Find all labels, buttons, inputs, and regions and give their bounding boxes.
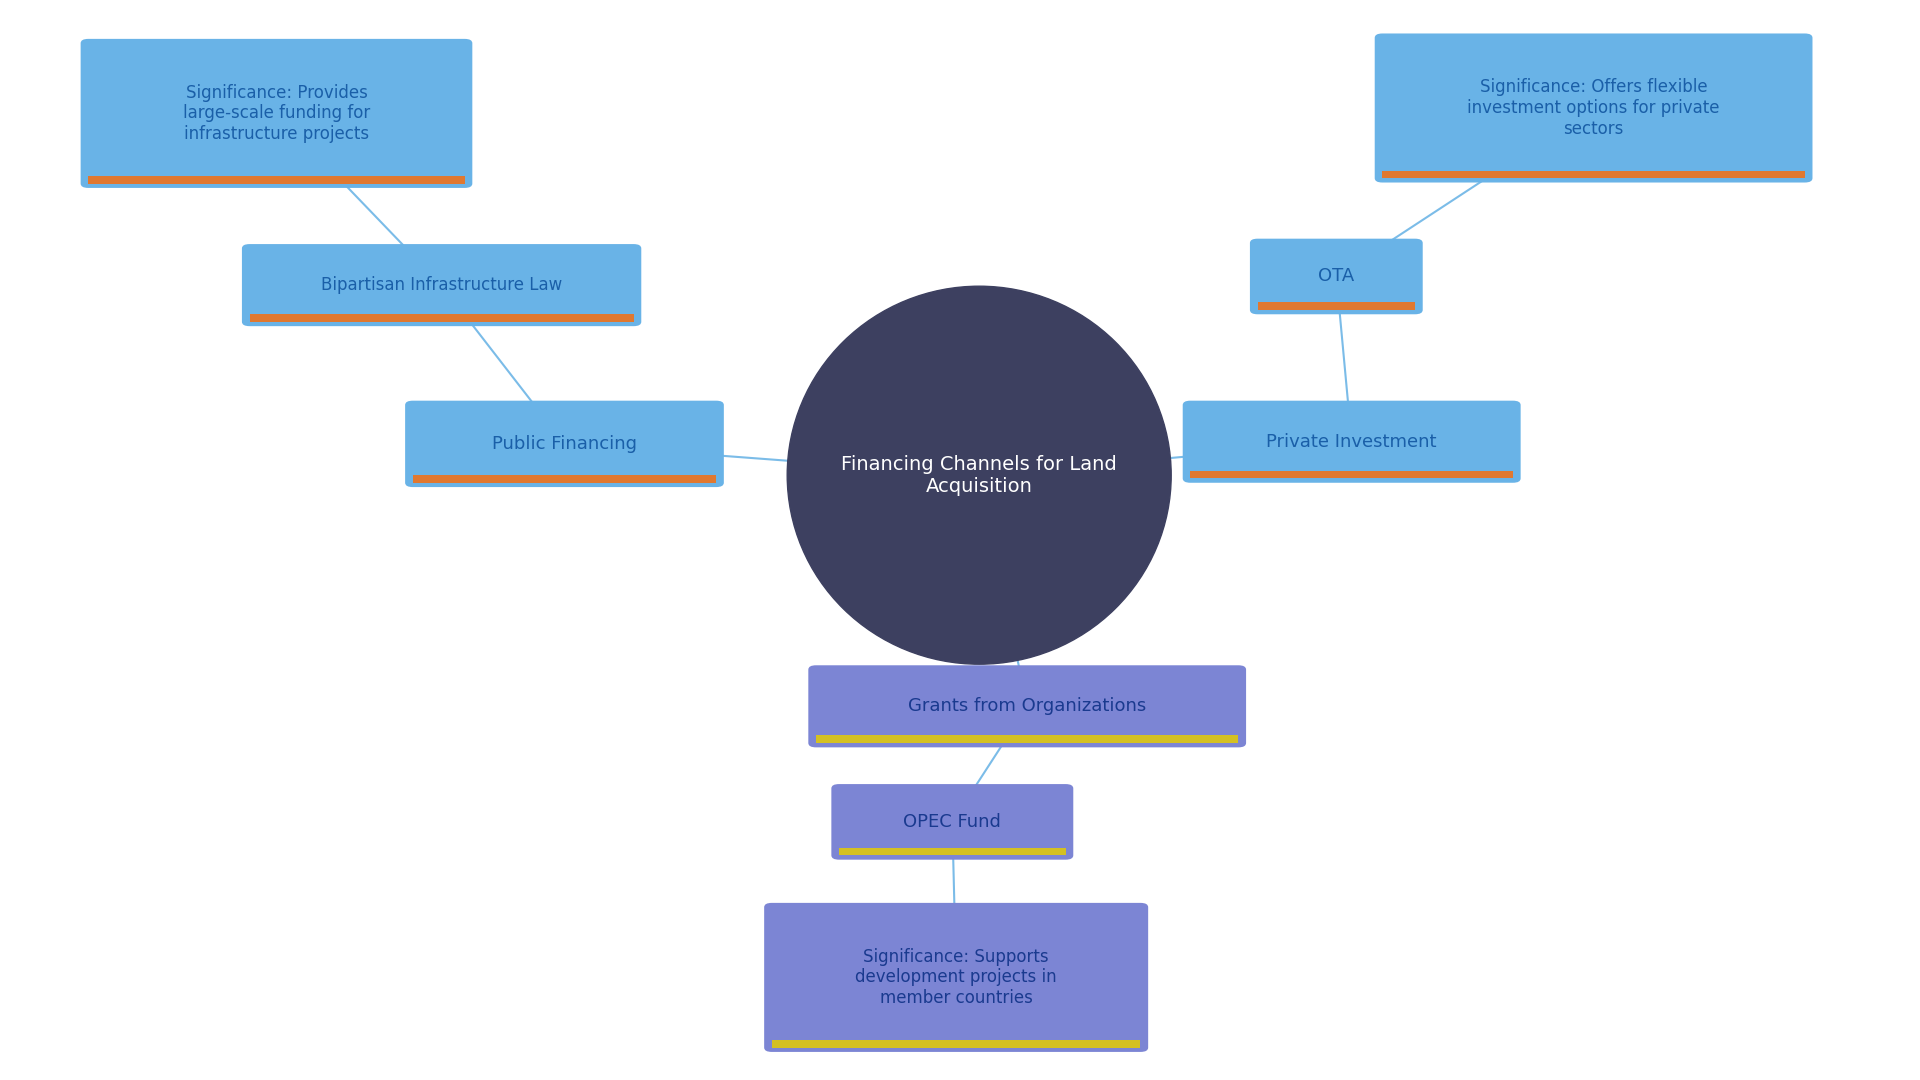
Text: Significance: Provides
large-scale funding for
infrastructure projects: Significance: Provides large-scale fundi…	[182, 83, 371, 144]
Text: OTA: OTA	[1319, 268, 1354, 285]
Text: Public Financing: Public Financing	[492, 435, 637, 453]
FancyBboxPatch shape	[1382, 171, 1805, 178]
FancyBboxPatch shape	[839, 848, 1066, 855]
Text: Grants from Organizations: Grants from Organizations	[908, 698, 1146, 715]
FancyBboxPatch shape	[1375, 33, 1812, 183]
Text: Bipartisan Infrastructure Law: Bipartisan Infrastructure Law	[321, 276, 563, 294]
FancyBboxPatch shape	[1183, 401, 1521, 483]
FancyBboxPatch shape	[405, 401, 724, 487]
FancyBboxPatch shape	[1250, 239, 1423, 314]
FancyBboxPatch shape	[242, 244, 641, 326]
FancyBboxPatch shape	[413, 475, 716, 483]
Text: Significance: Supports
development projects in
member countries: Significance: Supports development proje…	[854, 947, 1058, 1008]
Text: Financing Channels for Land
Acquisition: Financing Channels for Land Acquisition	[841, 455, 1117, 496]
FancyBboxPatch shape	[250, 314, 634, 322]
Text: Private Investment: Private Investment	[1267, 433, 1436, 450]
FancyBboxPatch shape	[772, 1040, 1140, 1048]
FancyBboxPatch shape	[81, 39, 472, 188]
FancyBboxPatch shape	[831, 784, 1073, 860]
Text: OPEC Fund: OPEC Fund	[904, 813, 1000, 831]
FancyBboxPatch shape	[1190, 471, 1513, 478]
FancyBboxPatch shape	[764, 903, 1148, 1052]
FancyBboxPatch shape	[808, 665, 1246, 747]
FancyBboxPatch shape	[1258, 302, 1415, 310]
FancyBboxPatch shape	[88, 176, 465, 184]
Ellipse shape	[787, 286, 1171, 664]
FancyBboxPatch shape	[816, 735, 1238, 743]
Text: Significance: Offers flexible
investment options for private
sectors: Significance: Offers flexible investment…	[1467, 78, 1720, 138]
